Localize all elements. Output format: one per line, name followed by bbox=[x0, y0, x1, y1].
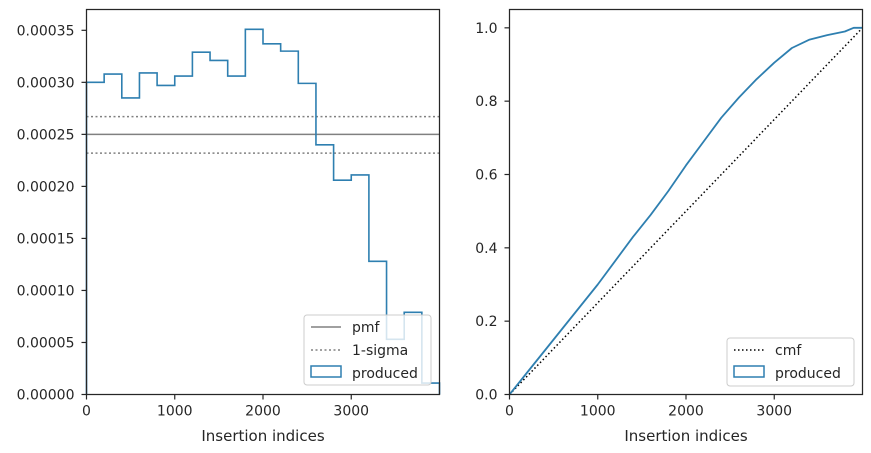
produced-cumulative-line bbox=[508, 26, 863, 396]
cmf-panel: 0 1000 2000 3000 0.0 0.2 0.4 0.6 0.8 1.0 Insertio… bbox=[475, 8, 864, 445]
y-tick-label: 0.00000 bbox=[17, 388, 75, 404]
produced-histogram-step bbox=[85, 28, 441, 395]
plot-area-background bbox=[509, 9, 863, 395]
x-axis-label: Insertion indices bbox=[624, 427, 747, 445]
axis-ticks: 0 1000 2000 3000 0.0 0.2 0.4 0.6 0.8 1.0 bbox=[475, 21, 792, 420]
x-axis-label: Insertion indices bbox=[201, 427, 324, 445]
y-tick-label: 0.8 bbox=[475, 94, 497, 110]
histogram-marks bbox=[85, 28, 441, 395]
x-tick-label: 0 bbox=[505, 404, 514, 420]
x-tick-label: 2000 bbox=[245, 404, 281, 420]
x-tick-label: 1000 bbox=[580, 404, 616, 420]
y-tick-label: 0.2 bbox=[475, 314, 497, 330]
pmf-histogram-panel: 0 1000 2000 3000 0.00000 0.00005 0.00010 0.0001… bbox=[17, 8, 441, 445]
legend-produced-swatch bbox=[310, 365, 342, 378]
y-tick-label: 1.0 bbox=[475, 21, 497, 37]
legend-produced-swatch bbox=[733, 365, 765, 378]
legend-frame bbox=[303, 314, 432, 386]
x-tick-label: 0 bbox=[82, 404, 91, 420]
axis-ticks: 0 1000 2000 3000 0.00000 0.00005 0.00010 0.0001… bbox=[17, 23, 369, 419]
cmf-line bbox=[508, 27, 864, 396]
y-tick-label: 0.00020 bbox=[17, 179, 75, 195]
y-tick-label: 0.6 bbox=[475, 168, 497, 184]
y-tick-label: 0.4 bbox=[475, 241, 497, 257]
x-tick-label: 2000 bbox=[668, 404, 704, 420]
x-tick-label: 1000 bbox=[157, 404, 193, 420]
y-tick-label: 0.0 bbox=[475, 388, 497, 404]
legend-produced-label: produced bbox=[775, 366, 841, 382]
legend-produced-label: produced bbox=[352, 366, 418, 382]
y-tick-label: 0.00015 bbox=[17, 231, 75, 247]
legend: pmf 1-sigma produced bbox=[303, 314, 432, 386]
cumulative-marks bbox=[508, 26, 863, 396]
legend-1-sigma-label: 1-sigma bbox=[352, 343, 408, 359]
legend-cmf-label: cmf bbox=[775, 343, 802, 359]
y-tick-label: 0.00025 bbox=[17, 127, 75, 143]
x-tick-label: 3000 bbox=[333, 404, 369, 420]
reference-lines bbox=[86, 115, 440, 154]
legend: cmf produced bbox=[726, 337, 855, 387]
y-tick-label: 0.00035 bbox=[17, 23, 75, 39]
x-tick-label: 3000 bbox=[756, 404, 792, 420]
y-tick-label: 0.00005 bbox=[17, 335, 75, 351]
y-tick-label: 0.00030 bbox=[17, 75, 75, 91]
legend-pmf-label: pmf bbox=[352, 320, 381, 336]
y-tick-label: 0.00010 bbox=[17, 283, 75, 299]
reference-lines bbox=[508, 27, 864, 396]
